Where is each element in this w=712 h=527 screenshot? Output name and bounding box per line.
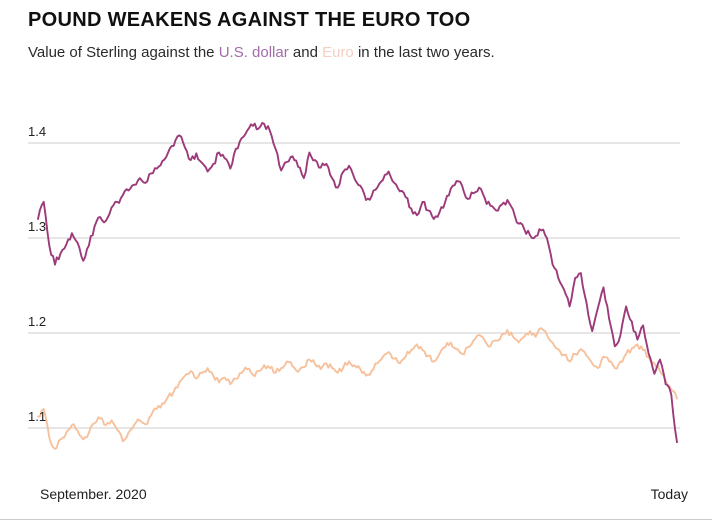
usd-line bbox=[37, 121, 678, 444]
y-tick-1-2: 1.2 bbox=[28, 314, 47, 329]
x-axis-label-end: Today bbox=[650, 486, 688, 502]
y-tick-1-3: 1.3 bbox=[28, 219, 47, 234]
subtitle-text-post: in the last two years. bbox=[353, 44, 495, 61]
x-axis-label-start: September. 2020 bbox=[40, 486, 147, 502]
subtitle-text-pre: Value of Sterling against the bbox=[28, 44, 219, 61]
usd-series-label: U.S. dollar bbox=[218, 44, 289, 61]
y-tick-1-1: 1.1 bbox=[28, 409, 47, 424]
y-tick-1-4: 1.4 bbox=[28, 124, 47, 139]
subtitle-text-mid: and bbox=[288, 44, 323, 61]
euro-series-label: Euro bbox=[322, 44, 354, 61]
chart-title: POUND WEAKENS AGAINST THE EURO TOO bbox=[28, 9, 471, 31]
euro-line bbox=[37, 327, 678, 450]
bottom-divider bbox=[0, 519, 712, 520]
chart-subtitle: Value of Sterling against the U.S. dolla… bbox=[28, 44, 495, 61]
